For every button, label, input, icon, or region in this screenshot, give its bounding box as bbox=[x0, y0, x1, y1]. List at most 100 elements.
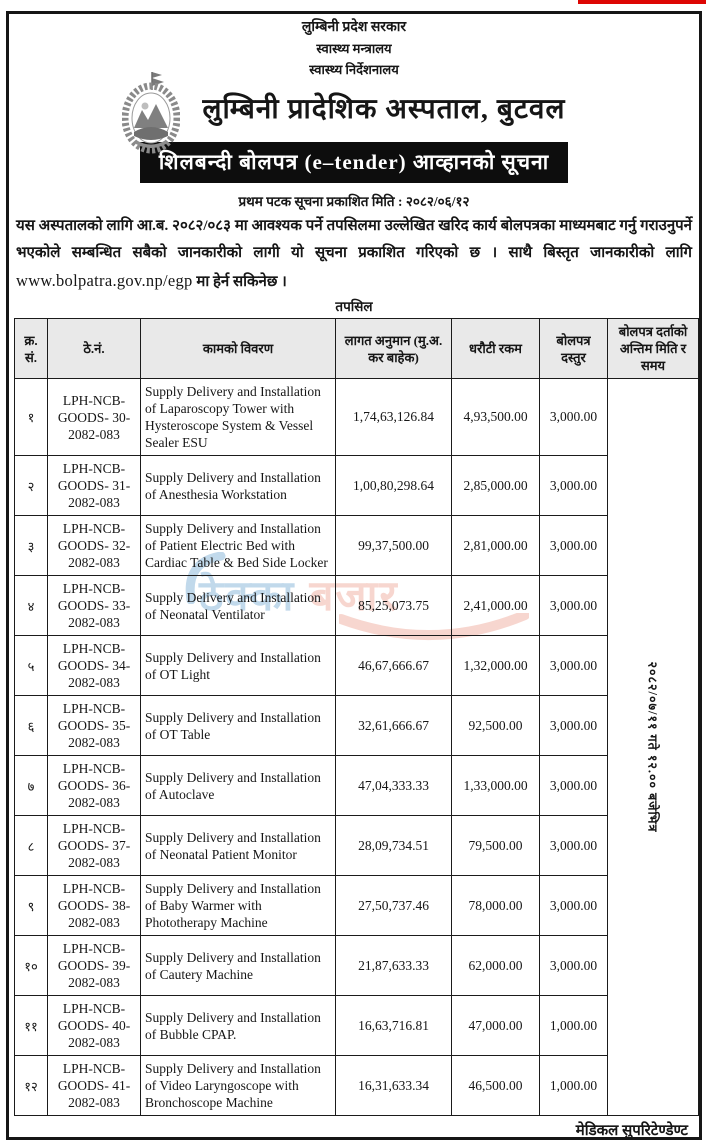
red-top-accent-bar bbox=[578, 0, 706, 4]
fee-cell: 3,000.00 bbox=[539, 575, 608, 636]
publish-date-line: प्रथम पटक सूचना प्रकाशित मिति : २०८२/०६/… bbox=[238, 194, 470, 209]
deposit-cell: 79,500.00 bbox=[451, 815, 540, 876]
title-row: लुम्बिनी प्रादेशिक अस्पताल, बुटवल bbox=[14, 72, 694, 154]
tender-no-cell: LPH-NCB-GOODS- 33-2082-083 bbox=[47, 575, 141, 636]
nepal-emblem-icon bbox=[121, 70, 181, 161]
serial-cell: ६ bbox=[14, 695, 48, 756]
work-description-cell: Supply Delivery and Installation of Vide… bbox=[140, 1055, 336, 1116]
work-description-cell: Supply Delivery and Installation of Neon… bbox=[140, 575, 336, 636]
tender-table-body: १ LPH-NCB-GOODS- 30-2082-083 Supply Delive… bbox=[14, 378, 699, 1116]
deposit-cell: 1,33,000.00 bbox=[451, 755, 540, 816]
fee-cell: 3,000.00 bbox=[539, 695, 608, 756]
etender-banner-title: शिलबन्दी बोलपत्र (e–tender) आव्हानको सूच… bbox=[140, 142, 568, 183]
serial-cell: १२ bbox=[14, 1055, 48, 1116]
table-row: ४ LPH-NCB-GOODS- 33-2082-083 Supply Delive… bbox=[14, 575, 699, 636]
work-description-cell: Supply Delivery and Installation of Neon… bbox=[140, 815, 336, 876]
government-line: लुम्बिनी प्रदेश सरकार bbox=[301, 20, 407, 35]
fee-cell: 3,000.00 bbox=[539, 378, 608, 456]
work-description-cell: Supply Delivery and Installation of Anes… bbox=[140, 455, 336, 516]
table-row: ५ LPH-NCB-GOODS- 34-2082-083 Supply Delive… bbox=[14, 635, 699, 696]
deposit-cell: 4,93,500.00 bbox=[451, 378, 540, 456]
tender-no-cell: LPH-NCB-GOODS- 35-2082-083 bbox=[47, 695, 141, 756]
tapasil-label: तपसिल bbox=[335, 299, 373, 314]
deposit-cell: 2,81,000.00 bbox=[451, 515, 540, 576]
tender-table: क्र. सं. ठे.नं. कामको विवरण लागत अनुमान … bbox=[14, 318, 699, 1116]
cost-estimate-cell: 1,74,63,126.84 bbox=[335, 378, 452, 456]
header-tender-no: ठे.नं. bbox=[47, 318, 141, 379]
fee-cell: 3,000.00 bbox=[539, 935, 608, 996]
work-description-cell: Supply Delivery and Installation of Auto… bbox=[140, 755, 336, 816]
serial-cell: ९ bbox=[14, 875, 48, 936]
table-row: ७ LPH-NCB-GOODS- 36-2082-083 Supply Delive… bbox=[14, 755, 699, 816]
work-description-cell: Supply Delivery and Installation of OT T… bbox=[140, 695, 336, 756]
fee-cell: 3,000.00 bbox=[539, 755, 608, 816]
tender-no-cell: LPH-NCB-GOODS- 34-2082-083 bbox=[47, 635, 141, 696]
table-row: ३ LPH-NCB-GOODS- 32-2082-083 Supply Delive… bbox=[14, 515, 699, 576]
deadline-merged-cell: २०८२/०७/११ गते १२.०० बजेभित्र bbox=[607, 378, 699, 1116]
intro-text-after: मा हेर्न सकिनेछ । bbox=[192, 274, 287, 290]
cost-estimate-cell: 1,00,80,298.64 bbox=[335, 455, 452, 516]
cost-estimate-cell: 32,61,666.67 bbox=[335, 695, 452, 756]
deposit-cell: 47,000.00 bbox=[451, 995, 540, 1056]
tender-no-cell: LPH-NCB-GOODS- 32-2082-083 bbox=[47, 515, 141, 576]
fee-cell: 3,000.00 bbox=[539, 515, 608, 576]
header-cost-estimate: लागत अनुमान (मु.अ. कर बाहेक) bbox=[335, 318, 452, 379]
cost-estimate-cell: 46,67,666.67 bbox=[335, 635, 452, 696]
bolpatra-url: www.bolpatra.gov.np/egp bbox=[16, 271, 193, 290]
cost-estimate-cell: 28,09,734.51 bbox=[335, 815, 452, 876]
serial-cell: १ bbox=[14, 378, 48, 456]
deposit-cell: 2,41,000.00 bbox=[451, 575, 540, 636]
tender-no-cell: LPH-NCB-GOODS- 36-2082-083 bbox=[47, 755, 141, 816]
fee-cell: 3,000.00 bbox=[539, 875, 608, 936]
directorate-line: स्वास्थ्य निर्देशनालय bbox=[309, 62, 399, 77]
table-row: ९ LPH-NCB-GOODS- 38-2082-083 Supply Delive… bbox=[14, 875, 699, 936]
work-description-cell: Supply Delivery and Installation of Lapa… bbox=[140, 378, 336, 456]
serial-cell: ७ bbox=[14, 755, 48, 816]
tender-no-cell: LPH-NCB-GOODS- 41-2082-083 bbox=[47, 1055, 141, 1116]
deposit-cell: 46,500.00 bbox=[451, 1055, 540, 1116]
notice-page: लुम्बिनी प्रदेश सरकार स्वास्थ्य मन्त्राल… bbox=[6, 11, 702, 1140]
hospital-title: लुम्बिनी प्रादेशिक अस्पताल, बुटवल bbox=[202, 94, 566, 125]
tender-no-cell: LPH-NCB-GOODS- 30-2082-083 bbox=[47, 378, 141, 456]
header-fee: बोलपत्र दस्तुर bbox=[539, 318, 608, 379]
fee-cell: 1,000.00 bbox=[539, 995, 608, 1056]
table-header-row: क्र. सं. ठे.नं. कामको विवरण लागत अनुमान … bbox=[14, 318, 699, 379]
fee-cell: 1,000.00 bbox=[539, 1055, 608, 1116]
signature-title: मेडिकल सुपरिटेण्डेण्ट bbox=[575, 1123, 688, 1139]
header-deposit: धरौटी रकम bbox=[451, 318, 540, 379]
header-deadline: बोलपत्र दर्ताको अन्तिम मिति र समय bbox=[607, 318, 699, 379]
serial-cell: ११ bbox=[14, 995, 48, 1056]
deadline-rotated-text: २०८२/०७/११ गते १२.०० बजेभित्र bbox=[645, 661, 660, 833]
table-row: १ LPH-NCB-GOODS- 30-2082-083 Supply Delive… bbox=[14, 378, 699, 1116]
work-description-cell: Supply Delivery and Installation of Pati… bbox=[140, 515, 336, 576]
serial-cell: ४ bbox=[14, 575, 48, 636]
tender-no-cell: LPH-NCB-GOODS- 39-2082-083 bbox=[47, 935, 141, 996]
table-row: ६ LPH-NCB-GOODS- 35-2082-083 Supply Delive… bbox=[14, 695, 699, 756]
fee-cell: 3,000.00 bbox=[539, 815, 608, 876]
serial-cell: ३ bbox=[14, 515, 48, 576]
intro-text-before: यस अस्पतालको लागि आ.ब. २०८२/०८३ मा आवश्य… bbox=[16, 218, 692, 261]
cost-estimate-cell: 21,87,633.33 bbox=[335, 935, 452, 996]
cost-estimate-cell: 99,37,500.00 bbox=[335, 515, 452, 576]
deposit-cell: 62,000.00 bbox=[451, 935, 540, 996]
serial-cell: २ bbox=[14, 455, 48, 516]
header-serial: क्र. सं. bbox=[14, 318, 48, 379]
fee-cell: 3,000.00 bbox=[539, 455, 608, 516]
table-row: २ LPH-NCB-GOODS- 31-2082-083 Supply Delive… bbox=[14, 455, 699, 516]
intro-paragraph: यस अस्पतालको लागि आ.ब. २०८२/०८३ मा आवश्य… bbox=[16, 213, 692, 296]
serial-cell: ५ bbox=[14, 635, 48, 696]
fee-cell: 3,000.00 bbox=[539, 635, 608, 696]
table-row: १२ LPH-NCB-GOODS- 41-2082-083 Supply Deliv… bbox=[14, 1055, 699, 1116]
deposit-cell: 78,000.00 bbox=[451, 875, 540, 936]
ministry-line: स्वास्थ्य मन्त्रालय bbox=[316, 41, 392, 56]
deposit-cell: 2,85,000.00 bbox=[451, 455, 540, 516]
tender-no-cell: LPH-NCB-GOODS- 37-2082-083 bbox=[47, 815, 141, 876]
tender-no-cell: LPH-NCB-GOODS- 31-2082-083 bbox=[47, 455, 141, 516]
deposit-cell: 1,32,000.00 bbox=[451, 635, 540, 696]
cost-estimate-cell: 47,04,333.33 bbox=[335, 755, 452, 816]
work-description-cell: Supply Delivery and Installation of Caut… bbox=[140, 935, 336, 996]
serial-cell: १० bbox=[14, 935, 48, 996]
header-description: कामको विवरण bbox=[140, 318, 336, 379]
work-description-cell: Supply Delivery and Installation of Baby… bbox=[140, 875, 336, 936]
deposit-cell: 92,500.00 bbox=[451, 695, 540, 756]
